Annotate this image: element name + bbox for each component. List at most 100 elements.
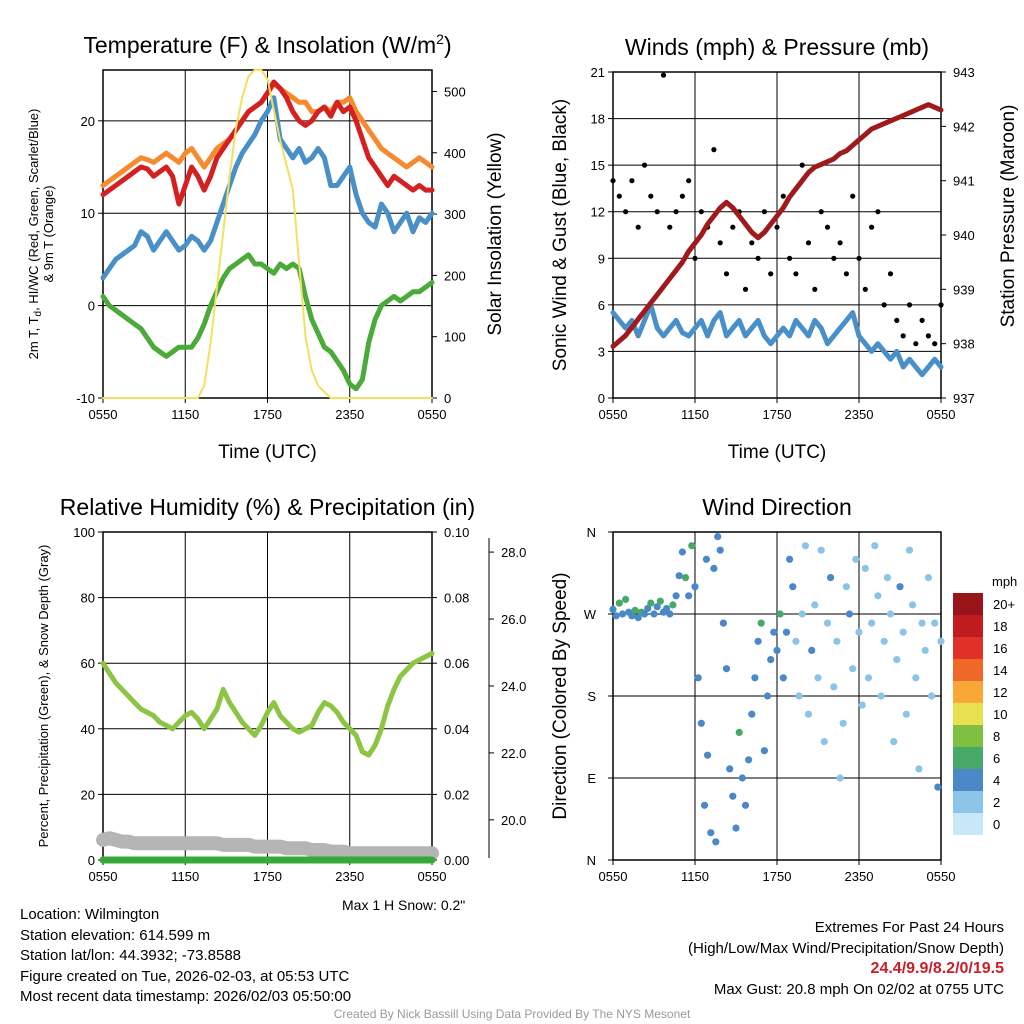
wind-gust-point <box>887 271 894 277</box>
wind-series-sonic <box>610 302 944 378</box>
dir-xtick-label: 1750 <box>763 869 792 884</box>
dir-point <box>726 765 734 773</box>
dir-legend-swatch <box>953 791 983 813</box>
wind-y2tick-label: 941 <box>953 174 975 189</box>
dir-point <box>874 592 882 600</box>
dir-point <box>666 610 674 618</box>
dir-point <box>694 674 702 682</box>
dir-title: Wind Direction <box>702 494 852 520</box>
rh-ylabel: Percent, Precipitation (Green), & Snow D… <box>36 545 51 848</box>
dir-point <box>864 674 873 682</box>
dir-point <box>849 665 857 673</box>
wind-y2tick-label: 940 <box>953 228 975 243</box>
dir-legend-swatch <box>953 593 983 615</box>
temp-series-solar <box>102 69 433 399</box>
dir-point <box>934 783 942 791</box>
wind-gust-point <box>686 178 692 184</box>
dir-legend-swatch <box>953 615 983 637</box>
dir-point <box>770 628 778 636</box>
dir-xtick-label: 0550 <box>599 869 628 884</box>
max-gust-text: Max Gust: 20.8 mph On 02/02 at 0755 UTC <box>713 980 1004 998</box>
dir-point <box>663 604 671 613</box>
dir-point <box>937 637 945 645</box>
dir-point <box>817 546 825 554</box>
dir-point <box>798 610 806 618</box>
wind-gust-point <box>660 72 667 78</box>
wind-gust-point <box>723 271 730 277</box>
dir-point <box>704 751 712 759</box>
wind-gust-point <box>629 178 635 184</box>
rh-title: Relative Humidity (%) & Precipitation (i… <box>60 494 475 520</box>
wind-y2tick-label: 937 <box>953 391 975 406</box>
rh-ytick-label: 60 <box>81 656 95 671</box>
extremes-info: Extremes For Past 24 Hours (High/Low/Max… <box>688 918 1004 1000</box>
rh-y2tick-label: 0.10 <box>444 525 469 540</box>
temp-title: Temperature (F) & Insolation (W/m2) <box>83 31 451 58</box>
rh-y3-y2tick-label: 24.0 <box>501 679 526 694</box>
dir-point <box>858 701 866 709</box>
temp-y2tick-label: 500 <box>444 84 466 99</box>
wind-y2label: Station Pressure (Maroon) <box>998 105 1019 328</box>
dir-point <box>789 583 797 591</box>
dir-point <box>741 801 750 809</box>
dir-point <box>672 592 680 600</box>
rh-ytick-label: 80 <box>81 591 95 606</box>
wind-gust-point <box>717 240 723 246</box>
wind-xtick-label: 0550 <box>599 407 628 422</box>
dir-legend-label: 2 <box>993 795 1000 810</box>
wind-gust-point <box>761 209 768 215</box>
temp-series-hi-wc <box>100 95 435 281</box>
dir-point <box>735 728 743 737</box>
dir-point <box>622 595 630 604</box>
wind-series-pressure <box>610 102 944 349</box>
dir-ytick-label: S <box>587 689 596 704</box>
dir-point <box>836 774 844 782</box>
dir-xtick-label: 1150 <box>681 869 709 884</box>
dir-point <box>921 646 929 655</box>
dir-point <box>893 656 901 664</box>
wind-gust-point <box>881 302 887 308</box>
dir-point <box>732 824 740 832</box>
rh-xtick-label: 1150 <box>171 869 199 884</box>
temp-ytick-label: -10 <box>76 391 95 406</box>
wind-gust-point <box>641 162 648 168</box>
dir-point <box>656 597 664 605</box>
dir-point <box>700 801 709 809</box>
wind-gust-point <box>648 193 654 199</box>
wind-gust-point <box>749 240 755 246</box>
extremes-values: 24.4/9.9/8.2/0/19.5 <box>870 960 1004 977</box>
dir-point <box>710 564 718 573</box>
temp-xtick-label: 2350 <box>335 407 364 422</box>
dir-point <box>880 637 888 645</box>
dir-point <box>868 619 876 627</box>
wind-gust-point <box>755 255 761 261</box>
rh-y2tick-label: 0.04 <box>444 722 469 737</box>
dir-point <box>890 738 898 746</box>
wind-ytick-label: 21 <box>591 65 605 80</box>
wind-gust-point <box>679 193 686 199</box>
rh-y3-y2tick-label: 26.0 <box>501 612 526 627</box>
dir-point <box>808 646 816 655</box>
wind-gust-point <box>824 224 831 230</box>
dir-point <box>830 683 838 691</box>
dir-point <box>714 533 722 541</box>
rh-ytick-label: 20 <box>81 787 95 802</box>
dir-ytick-label: E <box>587 771 596 786</box>
dir-legend-label: 20+ <box>993 597 1015 612</box>
wind-ytick-label: 9 <box>598 251 605 266</box>
dir-point <box>833 637 841 645</box>
dir-point <box>792 637 800 645</box>
wind-gust-point <box>616 193 622 199</box>
temp-y2tick-label: 200 <box>444 268 466 283</box>
wind-gust-point <box>698 209 704 215</box>
dir-point <box>786 555 794 563</box>
dir-point <box>722 665 731 673</box>
created-text: Figure created on Tue, 2026-02-03, at 05… <box>20 967 350 985</box>
temp-ytick-label: 10 <box>81 206 95 221</box>
dir-point <box>855 628 863 636</box>
wind-gust-point <box>692 255 698 261</box>
dir-ytick-label: N <box>587 853 596 868</box>
rh-y2tick-label: 0.00 <box>444 853 469 868</box>
wind-xtick-label: 2350 <box>845 407 874 422</box>
rh-y3-y2tick-label: 20.0 <box>501 813 526 828</box>
